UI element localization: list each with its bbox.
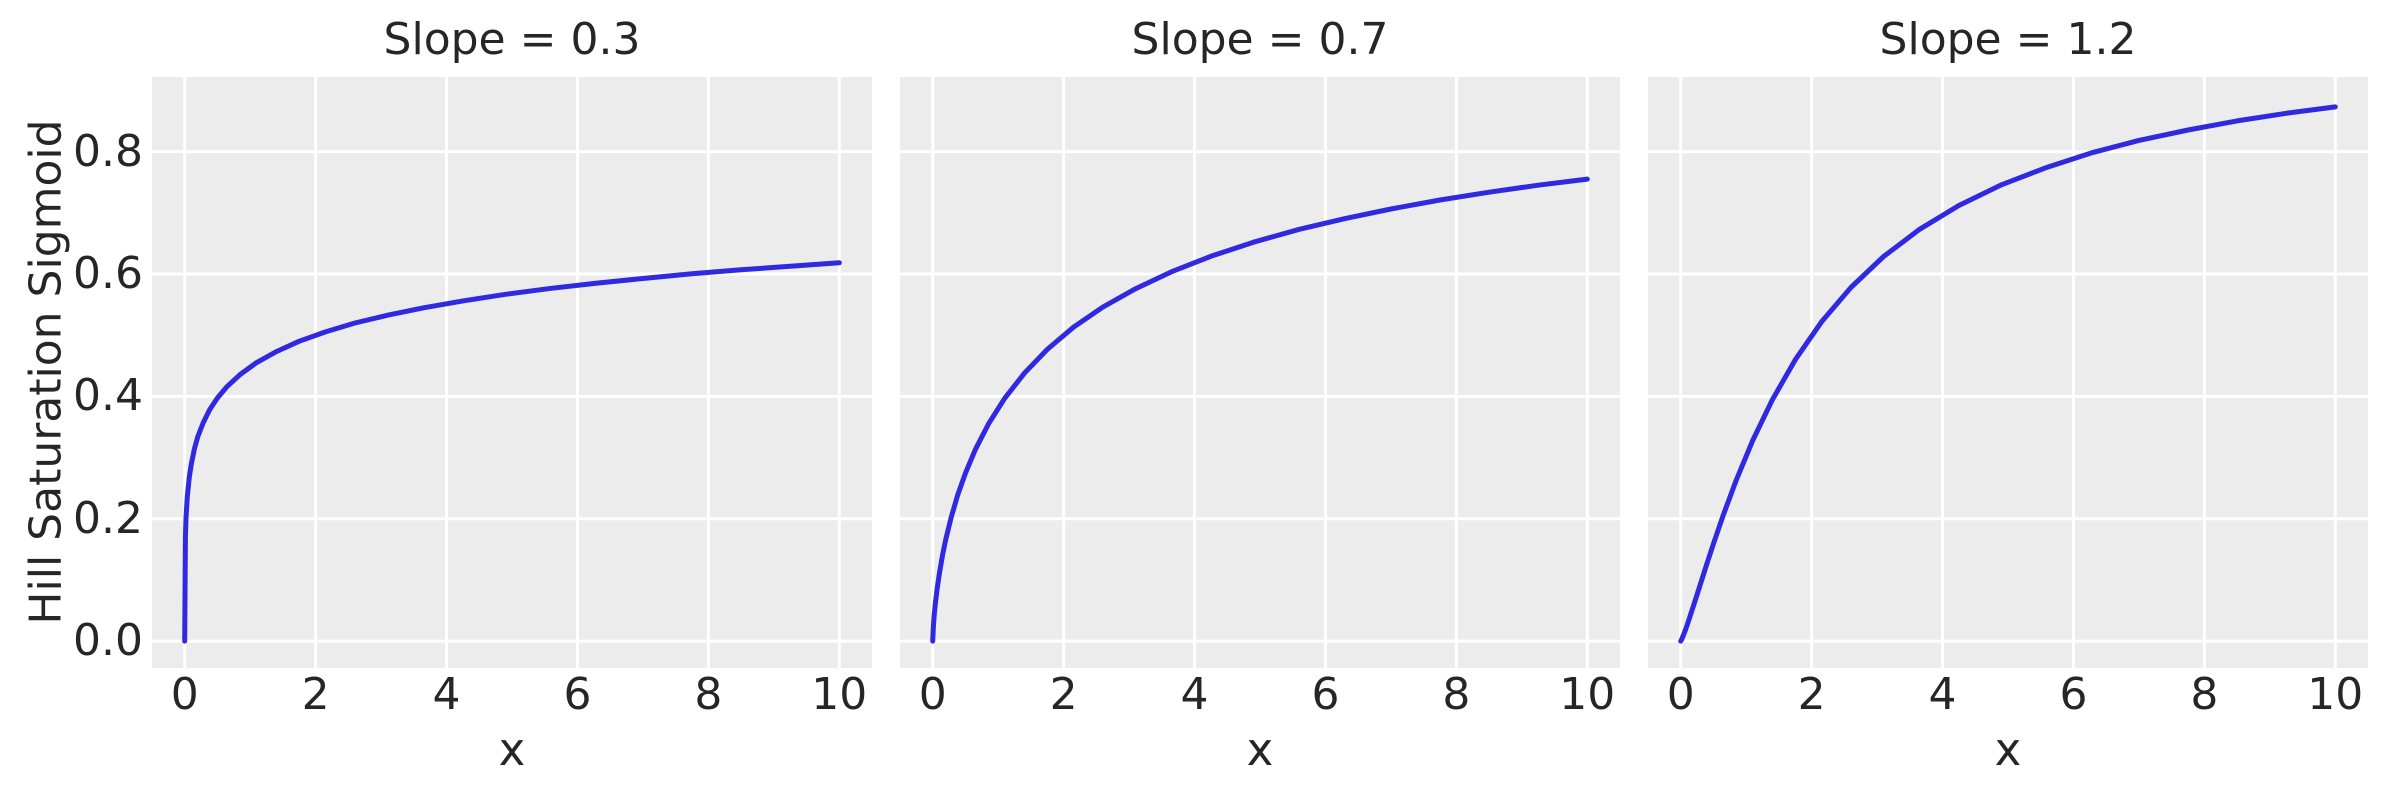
x-axis-label: x <box>498 723 526 776</box>
x-tick-label: 4 <box>432 669 461 720</box>
x-tick-label: 2 <box>301 669 330 720</box>
x-tick-label: 8 <box>694 669 723 720</box>
x-tick-label: 4 <box>1928 669 1957 720</box>
x-tick-label: 6 <box>2059 669 2088 720</box>
x-axis-label: x <box>1246 723 1274 776</box>
x-tick-label: 10 <box>1559 669 1616 720</box>
subplot-1: Slope = 0.3 x 0 2 4 6 8 10 <box>152 0 872 800</box>
x-tick-label: 0 <box>1666 669 1695 720</box>
x-tick-label: 0 <box>170 669 199 720</box>
x-tick-label: 0 <box>918 669 947 720</box>
x-tick-label: 10 <box>2307 669 2364 720</box>
hill-curve <box>1678 104 2338 644</box>
plot-area <box>900 77 1620 668</box>
axes-background <box>152 77 872 668</box>
hill-curve <box>182 260 842 644</box>
subplot-title: Slope = 0.3 <box>383 14 641 65</box>
plot-area <box>152 77 872 668</box>
plot-area <box>1648 77 2368 668</box>
x-tick-label: 6 <box>1311 669 1340 720</box>
y-tick-label: 0.6 <box>73 248 143 299</box>
hill-curve <box>930 176 1590 644</box>
y-tick-label: 0.4 <box>73 370 143 422</box>
x-tick-label: 4 <box>1180 669 1209 720</box>
y-tick-label: 0.0 <box>73 615 143 667</box>
x-tick-label: 6 <box>563 669 592 720</box>
x-tick-label: 10 <box>811 669 868 720</box>
subplot-title: Slope = 1.2 <box>1879 14 2137 65</box>
x-tick-label: 2 <box>1797 669 1826 720</box>
subplot-title: Slope = 0.7 <box>1131 14 1389 65</box>
x-tick-label: 8 <box>2190 669 2219 720</box>
x-tick-label: 8 <box>1442 669 1471 720</box>
y-axis-label: Hill Saturation Sigmoid <box>20 119 72 625</box>
subplot-2: Slope = 0.7 x 0 2 4 6 8 10 <box>900 0 1620 800</box>
y-tick-label: 0.8 <box>73 125 143 177</box>
axes-background <box>900 77 1620 668</box>
axes-background <box>1648 77 2368 668</box>
subplot-3: Slope = 1.2 x 0 2 4 6 8 10 <box>1648 0 2368 800</box>
x-tick-label: 2 <box>1049 669 1078 720</box>
x-axis-label: x <box>1994 723 2022 776</box>
y-tick-label: 0.2 <box>73 492 143 544</box>
